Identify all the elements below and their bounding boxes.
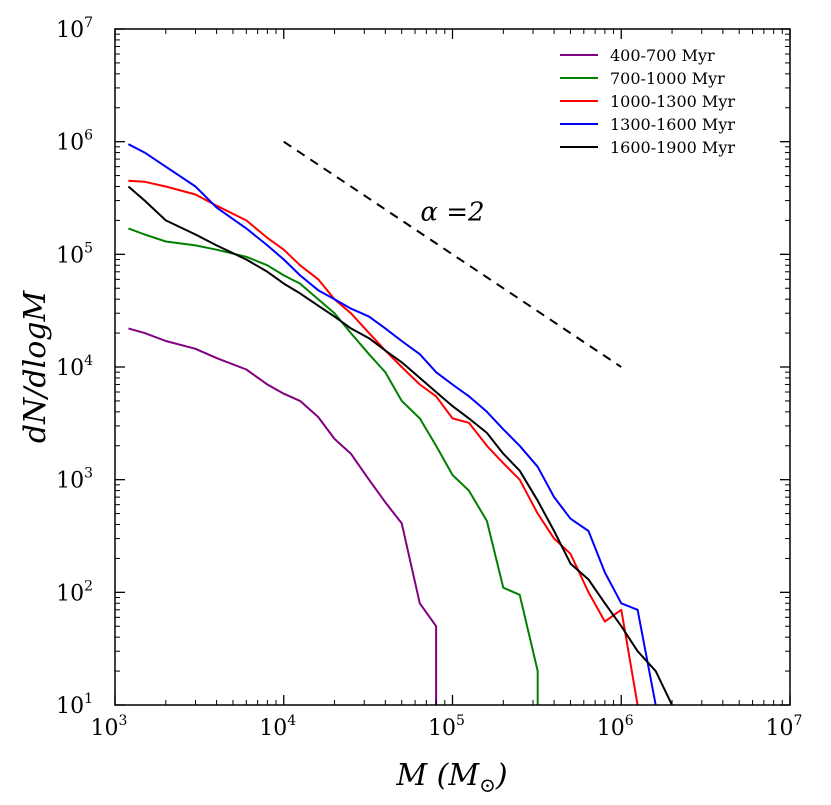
alpha-annotation: α =2 — [420, 197, 484, 227]
reference-line-alpha-2 — [283, 140, 622, 368]
series-line-1 — [128, 227, 539, 705]
legend-label-1: 700-1000 Myr — [610, 69, 725, 88]
x-axis-title-sub: ⊙ — [479, 773, 496, 797]
series-line-4 — [127, 185, 673, 706]
x-tick-label-2: 105 — [428, 713, 465, 741]
series-line-3 — [127, 143, 657, 706]
legend-label-4: 1600-1900 Myr — [610, 138, 735, 157]
x-axis-title: M (M⊙) — [395, 758, 507, 797]
x-tick-label-3: 106 — [597, 713, 634, 741]
x-tick-label-0: 103 — [91, 713, 128, 741]
x-tick-label-4: 107 — [766, 713, 803, 741]
legend: 400-700 Myr 700-1000 Myr 1000-1300 Myr 1300… — [560, 46, 735, 157]
series-layer — [127, 143, 673, 706]
y-tick-label-5: 106 — [56, 128, 93, 156]
y-tick-label-0: 101 — [56, 691, 93, 719]
series-line-0 — [128, 327, 438, 705]
legend-label-0: 400-700 Myr — [610, 46, 715, 65]
tick-layer: 103 104 105 106 107 101 102 103 104 105 106 107 — [56, 15, 802, 741]
y-tick-label-6: 107 — [56, 15, 93, 43]
x-axis-title-close: ) — [495, 758, 508, 793]
legend-label-3: 1300-1600 Myr — [610, 115, 735, 134]
x-tick-label-1: 104 — [259, 713, 296, 741]
y-axis-title: dN/dlogM — [18, 290, 53, 444]
reference-line-layer — [283, 140, 622, 368]
y-tick-label-1: 102 — [56, 578, 93, 606]
y-tick-label-3: 104 — [56, 353, 93, 381]
y-tick-label-4: 105 — [56, 240, 93, 268]
y-tick-label-2: 103 — [56, 466, 93, 494]
legend-label-2: 1000-1300 Myr — [610, 92, 735, 111]
x-axis-title-main: M (M — [395, 758, 480, 793]
plot-area — [115, 29, 790, 705]
